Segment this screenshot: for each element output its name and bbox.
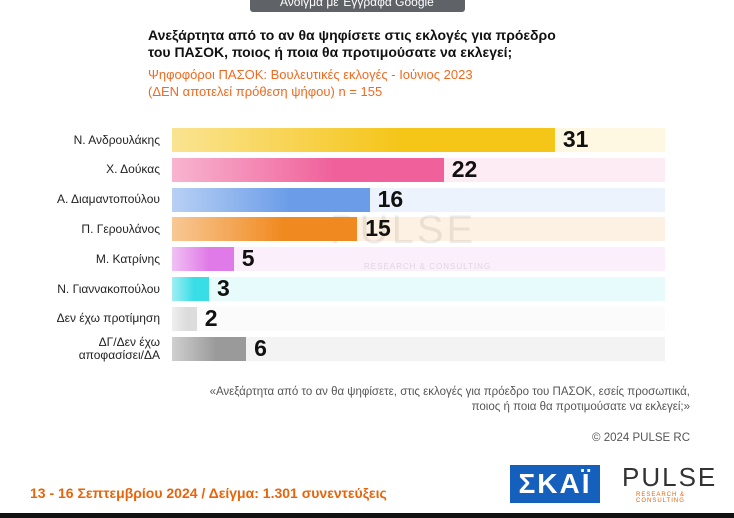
value-label: 15 — [365, 215, 391, 242]
question-note: ποιος ή ποια θα προτιμούσατε να εκλεγεί;… — [471, 401, 690, 413]
value-label: 31 — [562, 126, 589, 152]
category-label: Ν. Ανδρουλάκης — [73, 132, 160, 147]
value-label: 5 — [241, 245, 255, 272]
bar — [172, 217, 358, 242]
value-label: 16 — [377, 185, 404, 212]
bottom-line — [0, 513, 734, 518]
open-docs-button[interactable]: Άνοιγμα με Έγγραφα Google — [250, 0, 465, 12]
category-label: Α. Διαμαντοπούλου — [57, 192, 160, 207]
value-label: 22 — [451, 155, 478, 182]
category-label: ΔΓ/Δεν έχω αποφασίσει/ΔΑ — [78, 334, 160, 362]
pulse-logo-sub: RESEARCH & CONSULTING — [636, 492, 686, 504]
bar-background — [172, 277, 665, 301]
chart-title: Ανεξάρτητα από το αν θα ψηφίσετε στις εκ… — [148, 27, 556, 43]
bar — [172, 187, 370, 212]
chart-title: του ΠΑΣΟΚ, ποιος ή ποια θα προτιμούσατε … — [148, 44, 513, 60]
value-label: 6 — [254, 334, 267, 361]
footer-text: 13 - 16 Σεπτεμβρίου 2024 / Δείγμα: 1.301… — [30, 485, 387, 501]
bar — [172, 336, 247, 361]
question-note: «Ανεξάρτητα από το αν θα ψηφίσετε, στις … — [209, 386, 690, 398]
chart-subtitle: (ΔΕΝ αποτελεί πρόθεση ψήφου) n = 155 — [148, 84, 383, 99]
chart-subtitle: Ψηφοφόροι ΠΑΣΟΚ: Βουλευτικές εκλογές - Ι… — [148, 67, 473, 82]
category-label: Μ. Κατρίνης — [95, 251, 160, 266]
category-label: Π. Γερουλάνος — [81, 221, 160, 236]
skai-logo: ΣΚΑΪ — [510, 465, 600, 503]
bar-background — [172, 247, 665, 272]
category-label: Ν. Γιαννακοπούλου — [57, 281, 160, 296]
bar-background — [172, 336, 665, 361]
bar — [172, 128, 555, 152]
bar — [172, 277, 210, 301]
pulse-logo: PULSE — [622, 462, 718, 492]
bar — [172, 157, 444, 182]
category-label: Χ. Δούκας — [106, 162, 160, 177]
watermark-sub: RESEARCH & CONSULTING — [364, 262, 492, 271]
copyright: © 2024 PULSE RC — [592, 432, 690, 444]
value-label: 3 — [217, 275, 230, 301]
bar — [172, 247, 234, 272]
value-label: 2 — [204, 304, 218, 331]
category-label: Δεν έχω προτίμηση — [56, 311, 160, 326]
bar-background — [172, 306, 665, 331]
bar — [172, 306, 197, 331]
